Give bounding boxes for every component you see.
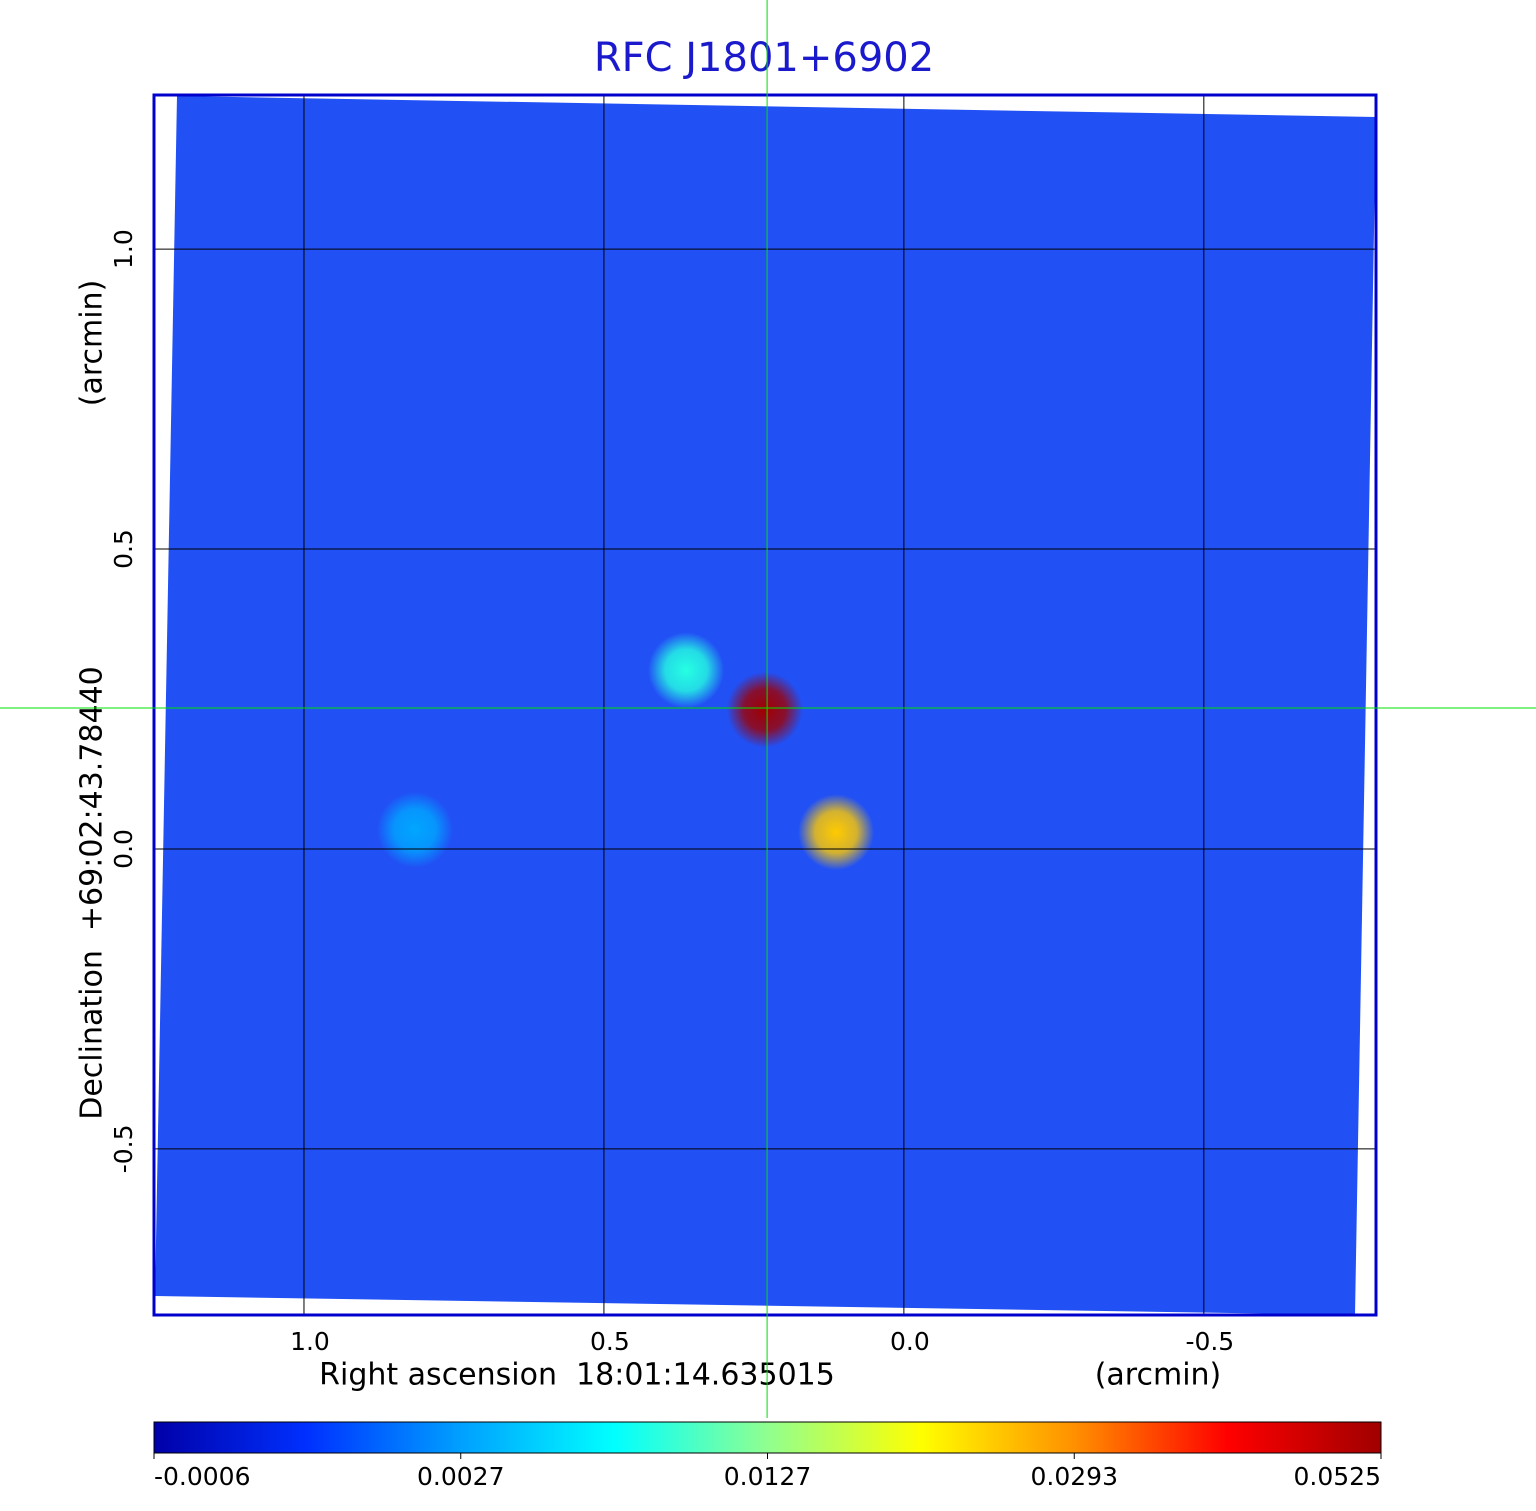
x-axis-unit: (arcmin) — [1095, 1358, 1222, 1393]
x-tick-label: 0.0 — [890, 1327, 930, 1356]
y-axis-label: Declination +69:02:43.78440 — [75, 666, 110, 1120]
y-tick-label: 0.5 — [109, 529, 138, 569]
y-tick-label: 0.0 — [109, 829, 138, 869]
colorbar-tick-label: 0.0127 — [724, 1462, 811, 1491]
source — [648, 632, 725, 709]
colorbar-tick-label: 0.0027 — [417, 1462, 504, 1491]
x-axis-label: Right ascension 18:01:14.635015 — [319, 1358, 835, 1393]
y-tick-label: -0.5 — [109, 1124, 138, 1173]
colorbar — [153, 1421, 1382, 1454]
chart-title: RFC J1801+6902 — [594, 35, 934, 81]
sources — [376, 632, 875, 871]
frame — [152, 93, 1378, 1317]
x-tick-label: 1.0 — [290, 1327, 330, 1356]
y-axis-unit: (arcmin) — [75, 280, 110, 407]
source — [726, 671, 803, 748]
grid — [154, 95, 1376, 1315]
x-tick-label: -0.5 — [1185, 1327, 1234, 1356]
colorbar-tick-label: -0.0006 — [154, 1462, 251, 1491]
source — [376, 791, 453, 868]
x-tick-label: 0.5 — [590, 1327, 630, 1356]
colorbar-tick-label: 0.0525 — [1294, 1462, 1381, 1491]
y-tick-label: 1.0 — [109, 229, 138, 269]
source — [798, 794, 875, 871]
colorbar-tick-label: 0.0293 — [1031, 1462, 1118, 1491]
